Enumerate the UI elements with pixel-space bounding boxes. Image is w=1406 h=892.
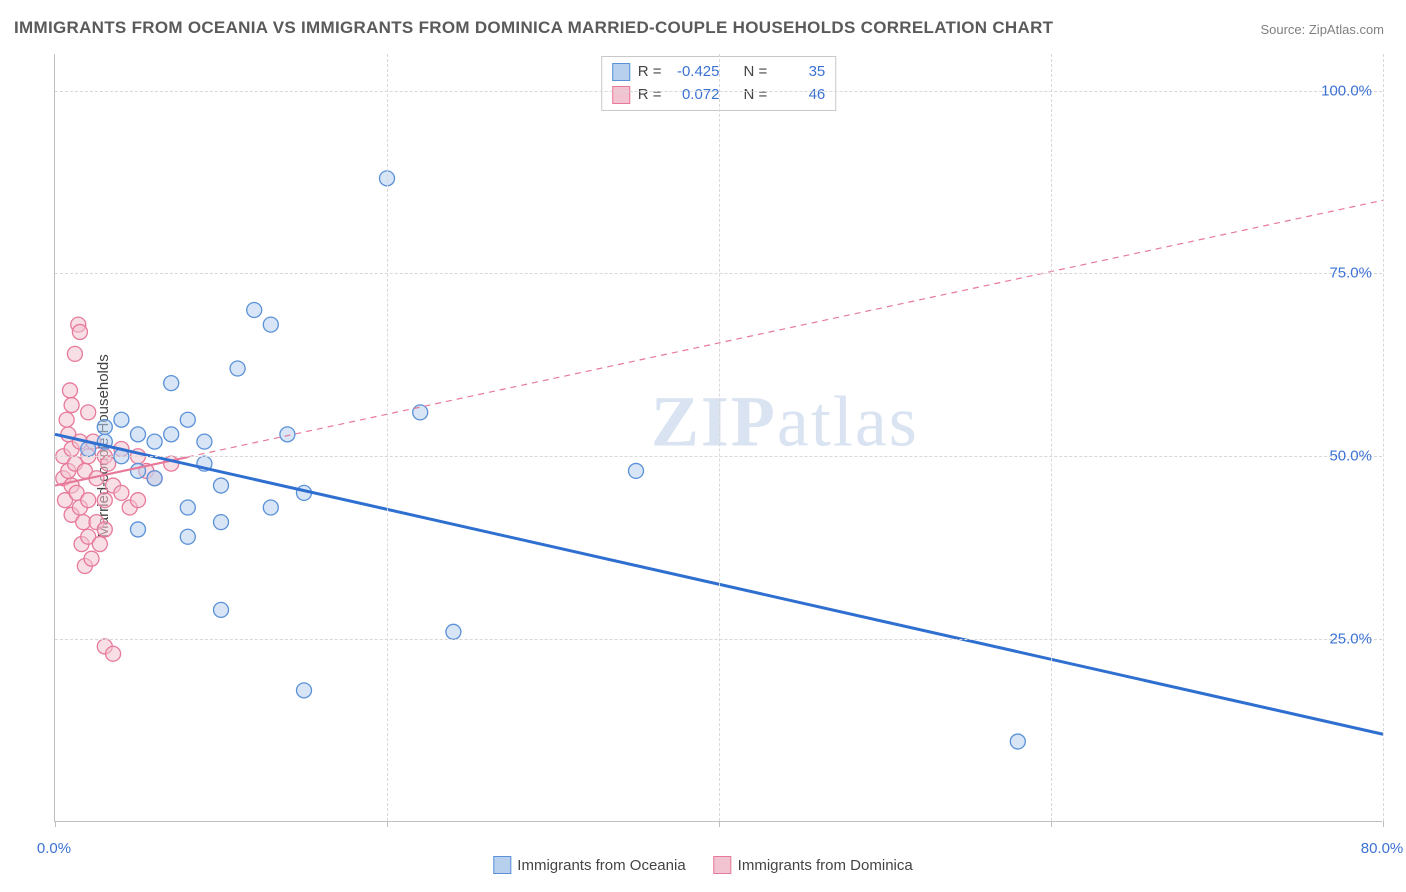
legend-label-1: Immigrants from Oceania: [517, 857, 685, 874]
legend-item-2: Immigrants from Dominica: [714, 856, 913, 874]
y-tick-label: 75.0%: [1329, 265, 1372, 282]
y-tick-label: 100.0%: [1321, 82, 1372, 99]
stat-R-2: 0.072: [670, 84, 720, 107]
stat-R-1: -0.425: [670, 61, 720, 84]
legend-bottom: Immigrants from Oceania Immigrants from …: [493, 856, 912, 874]
stat-label-N2: N =: [744, 84, 768, 107]
stat-label-N: N =: [744, 61, 768, 84]
legend-item-1: Immigrants from Oceania: [493, 856, 685, 874]
legend-swatch-2: [714, 856, 732, 874]
x-tick-label: 0.0%: [37, 840, 71, 857]
stat-label-R2: R =: [638, 84, 662, 107]
chart-title: IMMIGRANTS FROM OCEANIA VS IMMIGRANTS FR…: [14, 18, 1053, 38]
swatch-series-2: [612, 86, 630, 104]
y-tick-label: 50.0%: [1329, 448, 1372, 465]
stat-label-R: R =: [638, 61, 662, 84]
x-tick-label: 80.0%: [1361, 840, 1404, 857]
y-tick-label: 25.0%: [1329, 631, 1372, 648]
swatch-series-1: [612, 63, 630, 81]
chart-plot-area: ZIPatlas R = -0.425 N = 35 R = 0.072 N =…: [54, 54, 1382, 822]
legend-swatch-1: [493, 856, 511, 874]
stat-N-1: 35: [775, 61, 825, 84]
legend-label-2: Immigrants from Dominica: [738, 857, 913, 874]
stat-N-2: 46: [775, 84, 825, 107]
source-label: Source: ZipAtlas.com: [1260, 22, 1384, 37]
